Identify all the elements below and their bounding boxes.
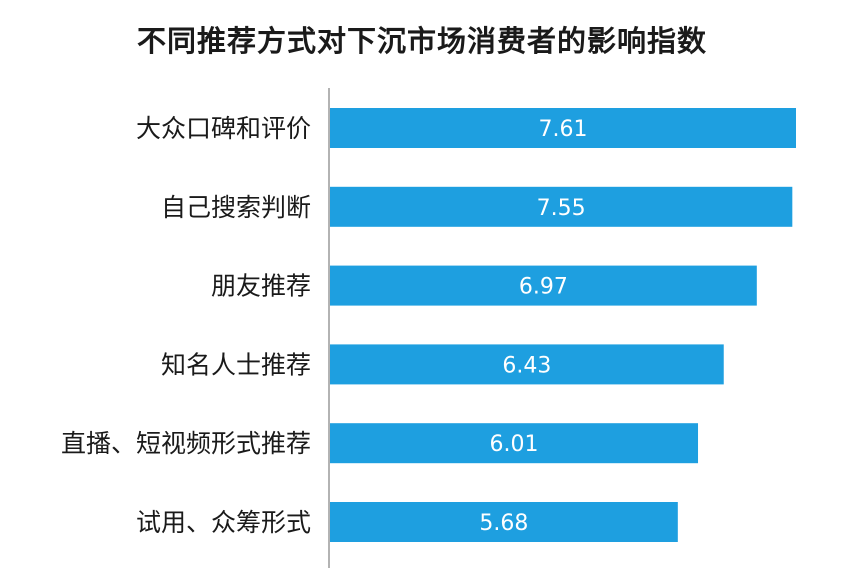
category-label-2: 朋友推荐	[211, 272, 311, 301]
bar-1	[330, 186, 793, 227]
category-label-5: 试用、众筹形式	[136, 508, 311, 537]
category-label-4: 直播、短视频形式推荐	[61, 429, 311, 458]
value-label-3: 6.43	[502, 353, 551, 378]
chart-title: 不同推荐方式对下沉市场消费者的影响指数	[136, 24, 707, 58]
value-label-0: 7.61	[539, 117, 588, 142]
category-label-3: 知名人士推荐	[161, 350, 311, 379]
bars-layer: 7.61 大众口碑和评价 7.55 自己搜索判断 6.97 朋友推荐 6.43 知名人士推荐 6…	[61, 108, 796, 542]
bar-2	[330, 265, 757, 306]
bar-3	[330, 344, 724, 385]
bar-0	[330, 108, 796, 148]
category-label-1: 自己搜索判断	[161, 193, 311, 222]
bar-4	[330, 423, 699, 464]
value-label-1: 7.55	[537, 196, 586, 221]
bar-5	[330, 502, 678, 542]
value-label-5: 5.68	[479, 511, 528, 536]
category-label-0: 大众口碑和评价	[136, 114, 311, 143]
value-label-4: 6.01	[490, 432, 539, 457]
value-label-2: 6.97	[519, 275, 568, 300]
